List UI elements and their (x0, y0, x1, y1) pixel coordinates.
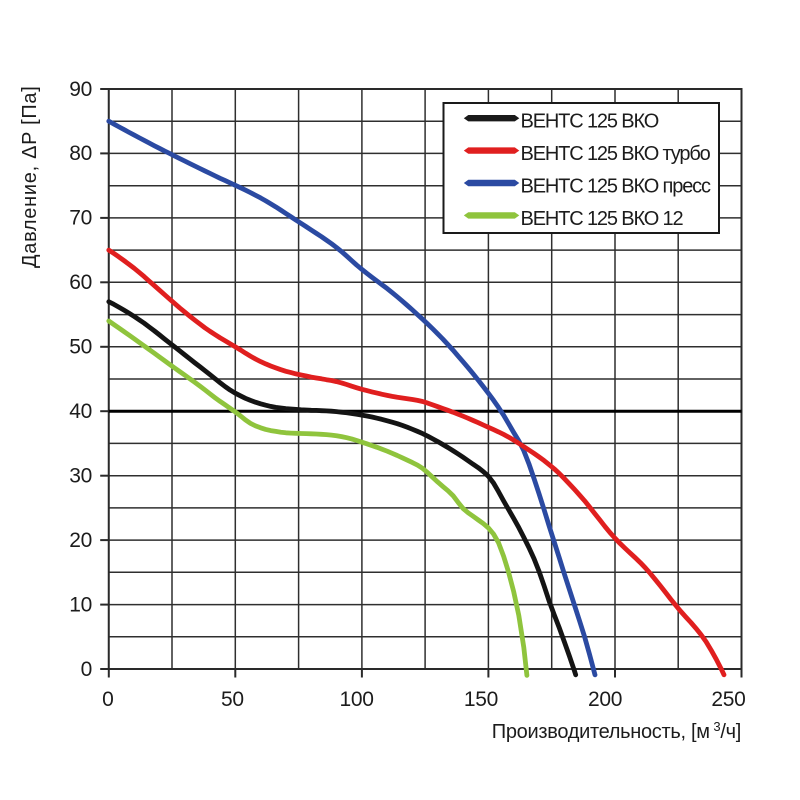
svg-text:ВЕНТС 125 ВКО турбо: ВЕНТС 125 ВКО турбо (521, 143, 711, 165)
svg-text:ВЕНТС 125 ВКО: ВЕНТС 125 ВКО (521, 111, 659, 133)
svg-text:80: 80 (69, 142, 92, 165)
svg-text:50: 50 (221, 688, 244, 711)
svg-text:ВЕНТС 125 ВКО 12: ВЕНТС 125 ВКО 12 (521, 208, 684, 230)
svg-text:50: 50 (69, 336, 92, 359)
svg-text:90: 90 (69, 78, 92, 101)
svg-text:Производительность, [м 3/ч]: Производительность, [м 3/ч] (492, 719, 741, 743)
svg-text:70: 70 (69, 207, 92, 230)
svg-text:ВЕНТС 125 ВКО пресс: ВЕНТС 125 ВКО пресс (521, 176, 712, 198)
svg-text:0: 0 (81, 658, 92, 681)
svg-text:40: 40 (69, 400, 92, 423)
svg-text:30: 30 (69, 465, 92, 488)
svg-text:100: 100 (340, 688, 374, 711)
svg-text:60: 60 (69, 271, 92, 294)
svg-text:250: 250 (711, 688, 745, 711)
svg-text:20: 20 (69, 529, 92, 552)
svg-text:150: 150 (464, 688, 498, 711)
svg-text:10: 10 (69, 593, 92, 616)
svg-text:0: 0 (102, 688, 113, 711)
svg-text:200: 200 (588, 688, 622, 711)
svg-text:Давление, ΔP [Па]: Давление, ΔP [Па] (19, 86, 41, 269)
